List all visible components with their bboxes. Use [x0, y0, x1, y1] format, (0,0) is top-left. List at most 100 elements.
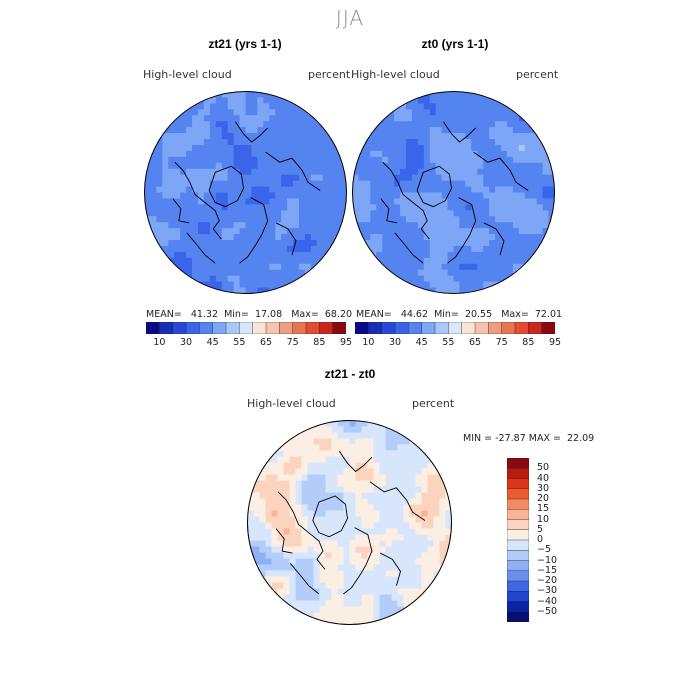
map-cell: [355, 504, 363, 512]
map-cell: [415, 522, 423, 530]
map-cell: [388, 139, 395, 146]
map-cell: [358, 97, 365, 104]
map-cell: [209, 121, 217, 128]
map-cell: [400, 156, 407, 164]
map-cell: [275, 245, 282, 253]
map-cell: [495, 139, 502, 146]
map-cell: [144, 240, 152, 247]
map-cell: [495, 121, 502, 128]
map-cell: [536, 263, 544, 271]
map-cell: [265, 522, 273, 530]
map-cell: [477, 251, 484, 259]
map-cell: [203, 216, 211, 223]
map-cell: [417, 240, 425, 247]
map-cell: [319, 522, 327, 530]
map-cell: [477, 121, 484, 128]
map-cell: [445, 594, 452, 602]
map-cell: [310, 127, 318, 134]
map-cell: [221, 144, 229, 152]
map-cell: [281, 162, 288, 170]
map-cell: [445, 432, 452, 440]
map-cell: [325, 426, 333, 434]
coastline: [473, 151, 529, 191]
map-cell: [518, 204, 526, 211]
map-cell: [471, 257, 478, 265]
map-cell: [277, 552, 285, 560]
map-cell: [174, 186, 181, 194]
map-cell: [180, 216, 187, 223]
map-cell: [156, 240, 163, 247]
map-cell: [394, 234, 401, 241]
map-cell: [301, 516, 309, 524]
map-cell: [421, 456, 429, 464]
map-cell: [253, 426, 261, 434]
map-cell: [215, 192, 223, 200]
colorbar-swatch: [507, 539, 529, 551]
map-cell: [518, 180, 526, 188]
map-cell: [415, 426, 423, 434]
map-cell: [325, 498, 333, 506]
map-cell: [548, 245, 555, 253]
map-cell: [361, 444, 369, 452]
map-cell: [441, 186, 449, 194]
map-cell: [352, 192, 360, 200]
map-cell: [536, 269, 544, 277]
map-cell: [334, 139, 342, 146]
map-cell: [364, 275, 371, 283]
map-cell: [227, 91, 235, 99]
map-cell: [391, 498, 399, 506]
map-cell: [423, 174, 431, 182]
colorbar-swatch: [507, 458, 529, 469]
map-cell: [433, 618, 441, 625]
map-cell: [506, 174, 514, 182]
map-cell: [239, 269, 247, 277]
map-cell: [203, 210, 211, 217]
colorbar-swatch: [461, 322, 476, 334]
map-cell: [334, 222, 342, 229]
map-cell: [221, 168, 229, 176]
map-cell: [331, 498, 339, 506]
coastline: [208, 165, 244, 208]
map-cell: [518, 269, 526, 277]
map-cell: [337, 564, 345, 572]
map-cell: [445, 570, 452, 578]
colorbar-swatch: [501, 322, 516, 334]
map-cell: [394, 269, 401, 277]
map-cell: [259, 504, 267, 512]
map-cell: [293, 150, 300, 158]
map-cell: [221, 162, 229, 170]
map-cell: [316, 240, 324, 247]
map-cell: [233, 251, 241, 259]
map-cell: [453, 222, 461, 229]
map-cell: [251, 216, 258, 223]
map-cell: [391, 486, 399, 494]
map-cell: [197, 133, 205, 140]
map-cell: [283, 612, 291, 620]
map-cell: [391, 606, 399, 614]
map-cell: [530, 275, 538, 283]
map-cell: [394, 263, 401, 271]
map-cell: [506, 234, 514, 241]
map-cell: [215, 222, 223, 229]
map-cell: [385, 546, 393, 554]
map-cell: [215, 109, 223, 116]
map-cell: [239, 97, 247, 104]
map-cell: [429, 263, 437, 271]
map-cell: [301, 576, 309, 584]
map-cell: [429, 204, 437, 211]
map-cell: [512, 115, 520, 122]
map-cell: [421, 522, 429, 530]
map-cell: [382, 269, 389, 277]
map-cell: [337, 486, 345, 494]
map-cell: [394, 281, 401, 289]
map-cell: [319, 588, 327, 596]
map-cell: [376, 245, 383, 253]
map-cell: [349, 618, 357, 625]
map-cell: [277, 570, 285, 578]
map-cell: [295, 516, 303, 524]
map-cell: [289, 438, 297, 446]
map-cell: [144, 127, 152, 134]
map-cell: [322, 150, 330, 158]
map-cell: [453, 150, 461, 158]
map-cell: [271, 426, 279, 434]
